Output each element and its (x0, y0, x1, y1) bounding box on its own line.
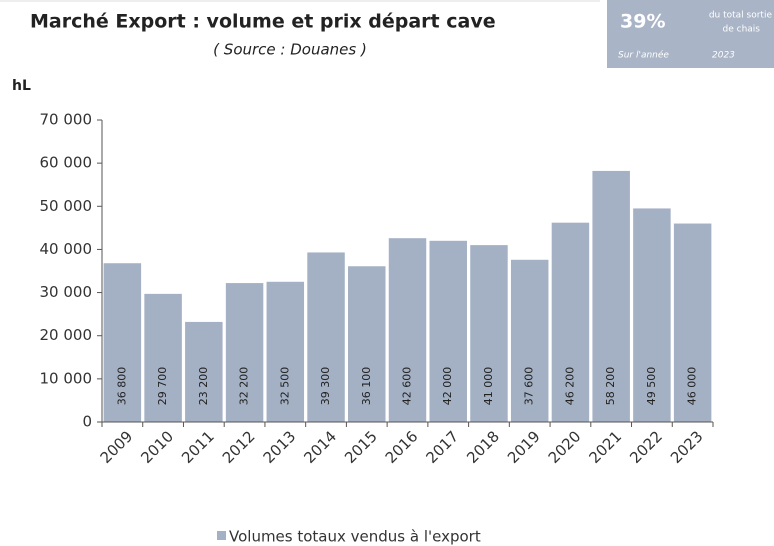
value-label: 32 500 (278, 367, 291, 406)
value-label: 36 100 (360, 367, 373, 406)
badge-text: de chais (723, 25, 761, 35)
bar (388, 238, 427, 422)
value-label: 46 000 (686, 367, 699, 406)
x-tick-label: 2021 (585, 427, 625, 467)
x-tick-label: 2015 (341, 427, 381, 467)
y-tick-label: 50 000 (40, 197, 93, 215)
badge-text: du total sortie (709, 11, 773, 21)
value-label: 42 000 (441, 367, 454, 406)
bar (673, 223, 712, 422)
value-label: 32 200 (238, 367, 251, 406)
bar (144, 293, 182, 422)
x-tick-label: 2010 (137, 427, 177, 467)
badge-text: 2023 (712, 51, 735, 61)
x-tick-label: 2023 (667, 427, 707, 467)
bar (103, 263, 142, 422)
y-tick-label: 20 000 (40, 326, 93, 344)
y-axis-label: hL (12, 78, 31, 94)
value-label: 42 600 (401, 367, 414, 406)
x-tick-label: 2014 (300, 427, 340, 467)
x-tick-label: 2022 (626, 427, 666, 467)
x-tick-label: 2012 (219, 427, 259, 467)
y-tick-label: 30 000 (40, 283, 93, 301)
x-tick-label: 2011 (178, 427, 218, 467)
value-label: 37 600 (523, 367, 536, 406)
x-tick-label: 2009 (97, 427, 137, 467)
legend-label: Volumes totaux vendus à l'export (229, 528, 481, 546)
value-label: 39 300 (319, 367, 332, 406)
value-label: 49 500 (645, 367, 658, 406)
y-tick-label: 0 (82, 413, 92, 431)
badge-bg (607, 0, 774, 68)
bar (307, 252, 345, 422)
y-tick-label: 60 000 (40, 154, 93, 172)
bar (510, 259, 549, 422)
bar (429, 240, 467, 422)
value-label: 58 200 (604, 367, 617, 406)
value-label: 41 000 (482, 367, 495, 406)
bar (266, 281, 305, 422)
y-tick-label: 10 000 (40, 369, 93, 387)
bar (348, 266, 386, 422)
value-label: 29 700 (156, 367, 169, 406)
badge: 39% du total sortie de chais Sur l'année… (607, 0, 774, 68)
bar (633, 208, 671, 422)
bar (225, 283, 264, 422)
value-label: 36 800 (115, 367, 128, 406)
chart-title: Marché Export : volume et prix départ ca… (30, 11, 496, 33)
x-tick-label: 2017 (423, 427, 463, 467)
badge-value: 39% (620, 11, 665, 33)
y-tick-label: 40 000 (40, 240, 93, 258)
chart-subtitle: ( Source : Douanes ) (213, 41, 367, 59)
x-tick-label: 2020 (545, 427, 585, 467)
x-tick-label: 2013 (260, 427, 300, 467)
badge-text: Sur l'année (618, 50, 669, 61)
x-tick-label: 2018 (463, 427, 503, 467)
x-tick-label: 2019 (504, 427, 544, 467)
bar (551, 222, 590, 422)
value-label: 23 200 (197, 367, 210, 406)
bar (185, 321, 223, 422)
y-tick-label: 70 000 (40, 111, 93, 129)
legend-swatch (217, 531, 226, 540)
bar (592, 170, 630, 422)
bar (470, 245, 508, 422)
x-tick-label: 2016 (382, 427, 422, 467)
value-label: 46 200 (563, 367, 576, 406)
